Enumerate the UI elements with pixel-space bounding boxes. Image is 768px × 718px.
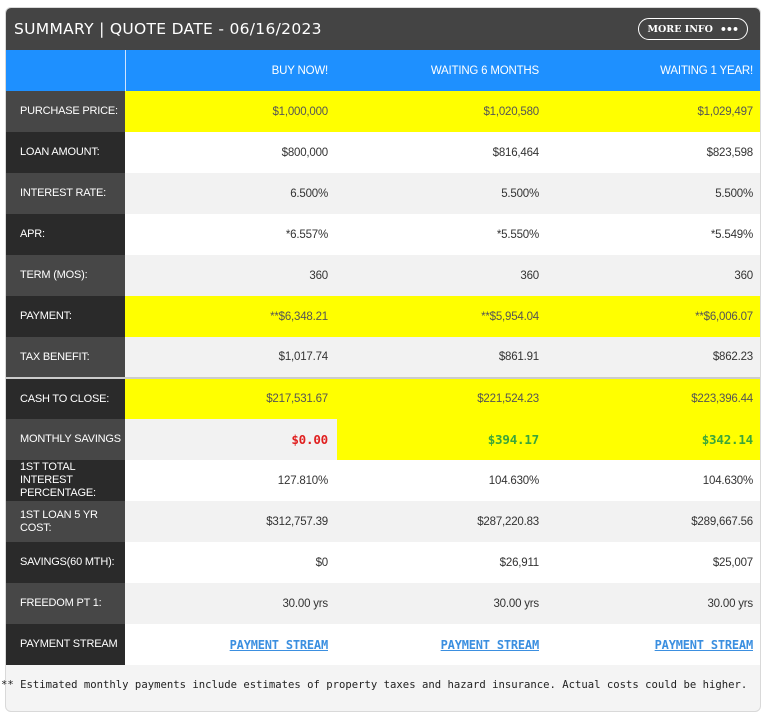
row-apr: APR: *6.557% *5.550% *5.549% [6,214,760,255]
more-info-button[interactable]: MORE INFO ••• [637,18,748,40]
cell-buy-now: *6.557% [125,214,337,255]
cell-waiting-1-year: $289,667.56 [548,501,760,542]
cell-waiting-1-year: $342.14 [548,419,760,460]
row-5-yr-cost: 1ST LOAN 5 YR COST: $312,757.39 $287,220… [6,501,760,542]
cell-waiting-6-months: PAYMENT STREAM [337,624,548,665]
cell-waiting-6-months: 5.500% [337,173,548,214]
row-label: APR: [6,214,125,255]
row-payment-stream: PAYMENT STREAM PAYMENT STREAM PAYMENT ST… [6,624,760,665]
cell-waiting-1-year: $223,396.44 [548,377,760,419]
cell-waiting-6-months: $394.17 [337,419,548,460]
cell-waiting-1-year: $1,029,497 [548,91,760,132]
row-term: TERM (MOS): 360 360 360 [6,255,760,296]
cell-buy-now: PAYMENT STREAM [125,624,337,665]
cell-buy-now: $1,017.74 [125,337,337,378]
cell-waiting-1-year: 30.00 yrs [548,583,760,624]
cell-waiting-6-months: 104.630% [337,460,548,501]
cell-buy-now: $0 [125,542,337,583]
ellipsis-icon: ••• [719,22,739,36]
payment-stream-link-buy-now[interactable]: PAYMENT STREAM [229,637,329,652]
row-monthly-savings: MONTHLY SAVINGS $0.00 $394.17 $342.14 [6,419,760,460]
savings-value: $0.00 [291,432,328,447]
cell-waiting-6-months: 360 [337,255,548,296]
row-interest-rate: INTEREST RATE: 6.500% 5.500% 5.500% [6,173,760,214]
row-label: MONTHLY SAVINGS [6,419,125,460]
cell-buy-now: 127.810% [125,460,337,501]
column-header-corner [6,50,126,91]
summary-card: SUMMARY | QUOTE DATE - 06/16/2023 MORE I… [5,7,761,712]
cell-buy-now: 360 [125,255,337,296]
cell-waiting-1-year: 104.630% [548,460,760,501]
column-header-buy-now: BUY NOW! [125,50,337,91]
row-freedom-pt-1: FREEDOM PT 1: 30.00 yrs 30.00 yrs 30.00 … [6,583,760,624]
cell-waiting-6-months: $816,464 [337,132,548,173]
cell-waiting-1-year: 5.500% [548,173,760,214]
row-payment: PAYMENT: **$6,348.21 **$5,954.04 **$6,00… [6,296,760,337]
column-header-row: BUY NOW! WAITING 6 MONTHS WAITING 1 YEAR… [6,50,760,91]
row-label: PAYMENT: [6,296,125,337]
cell-waiting-6-months: 30.00 yrs [337,583,548,624]
cell-waiting-1-year: $862.23 [548,337,760,378]
cell-waiting-1-year: 360 [548,255,760,296]
row-label: FREEDOM PT 1: [6,583,125,624]
row-label: INTEREST RATE: [6,173,125,214]
row-purchase-price: PURCHASE PRICE: $1,000,000 $1,020,580 $1… [6,91,760,132]
row-label: 1ST TOTAL INTEREST PERCENTAGE: [6,460,125,501]
cell-buy-now: 30.00 yrs [125,583,337,624]
payment-stream-link-1-year[interactable]: PAYMENT STREAM [654,637,754,652]
cell-waiting-6-months: **$5,954.04 [337,296,548,337]
row-cash-to-close: CASH TO CLOSE: $217,531.67 $221,524.23 $… [6,377,760,419]
cell-waiting-1-year: *5.549% [548,214,760,255]
cell-waiting-6-months: $1,020,580 [337,91,548,132]
row-label: LOAN AMOUNT: [6,132,125,173]
cell-buy-now: $1,000,000 [125,91,337,132]
row-loan-amount: LOAN AMOUNT: $800,000 $816,464 $823,598 [6,132,760,173]
row-savings-60-mth: SAVINGS(60 MTH): $0 $26,911 $25,007 [6,542,760,583]
summary-title: SUMMARY | QUOTE DATE - 06/16/2023 [14,20,322,38]
cell-waiting-6-months: $26,911 [337,542,548,583]
footnote: ** Estimated monthly payments include es… [1,679,748,691]
cell-waiting-1-year: $25,007 [548,542,760,583]
cell-waiting-6-months: *5.550% [337,214,548,255]
cell-waiting-6-months: $221,524.23 [337,377,548,419]
more-info-label: MORE INFO [647,23,713,35]
cell-buy-now: $312,757.39 [125,501,337,542]
row-label: TAX BENEFIT: [6,337,125,378]
cell-waiting-1-year: **$6,006.07 [548,296,760,337]
column-header-waiting-1-year: WAITING 1 YEAR! [548,50,760,91]
cell-buy-now: 6.500% [125,173,337,214]
quote-comparison-table: BUY NOW! WAITING 6 MONTHS WAITING 1 YEAR… [6,50,760,665]
row-label: PAYMENT STREAM [6,624,125,665]
cell-waiting-1-year: $823,598 [548,132,760,173]
row-label: CASH TO CLOSE: [6,377,125,419]
cell-waiting-6-months: $861.91 [337,337,548,378]
summary-header: SUMMARY | QUOTE DATE - 06/16/2023 MORE I… [6,8,760,50]
row-total-interest-percentage: 1ST TOTAL INTEREST PERCENTAGE: 127.810% … [6,460,760,501]
row-label: 1ST LOAN 5 YR COST: [6,501,125,542]
cell-waiting-6-months: $287,220.83 [337,501,548,542]
row-label: PURCHASE PRICE: [6,91,125,132]
column-header-waiting-6-months: WAITING 6 MONTHS [337,50,548,91]
row-tax-benefit: TAX BENEFIT: $1,017.74 $861.91 $862.23 [6,337,760,378]
cell-buy-now: $0.00 [125,419,337,460]
cell-buy-now: **$6,348.21 [125,296,337,337]
cell-buy-now: $800,000 [125,132,337,173]
cell-waiting-1-year: PAYMENT STREAM [548,624,760,665]
savings-value: $342.14 [701,432,753,447]
row-label: SAVINGS(60 MTH): [6,542,125,583]
row-label: TERM (MOS): [6,255,125,296]
payment-stream-link-6-months[interactable]: PAYMENT STREAM [440,637,540,652]
savings-value: $394.17 [487,432,539,447]
cell-buy-now: $217,531.67 [125,377,337,419]
